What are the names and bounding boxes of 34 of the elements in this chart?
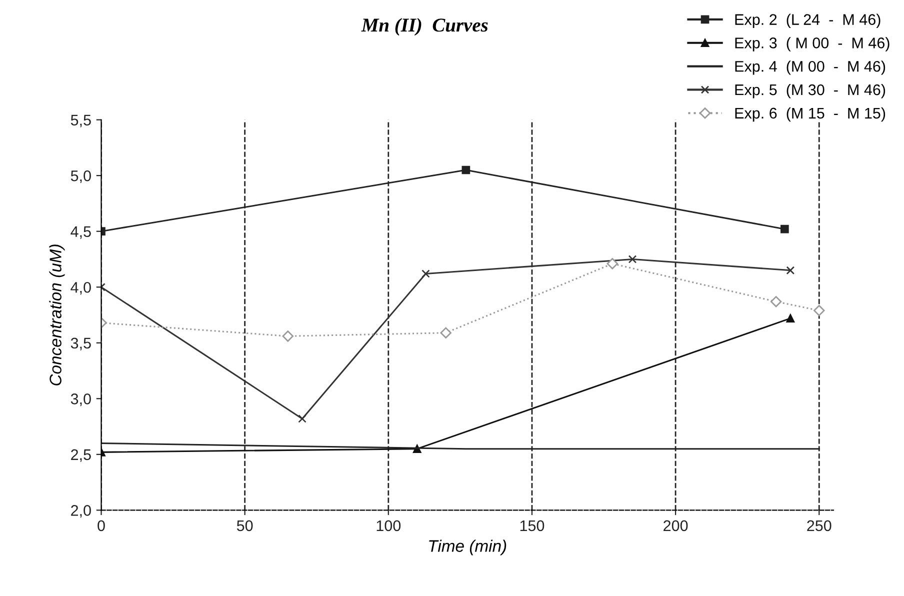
- point: [282, 330, 294, 342]
- legend-label: Exp. 6 (M 15 - M 15): [735, 107, 886, 122]
- x-tick-label: 150: [520, 520, 544, 532]
- x-tick-label: 250: [807, 520, 832, 532]
- y-tick-label: 2,5: [71, 449, 91, 462]
- point: [440, 327, 452, 338]
- x-tick-label: 0: [98, 520, 105, 532]
- legend-label: Exp. 5 (M 30 - M 46): [735, 84, 886, 98]
- y-axis-title: Concentration (uM): [49, 244, 65, 386]
- y-tick-label: 5,0: [70, 170, 91, 184]
- point: [462, 166, 470, 174]
- point: [786, 314, 795, 322]
- legend-label: Exp. 3 ( M 00 - M 46): [735, 37, 890, 52]
- point: [786, 266, 795, 275]
- y-tick-label: 4,5: [70, 226, 91, 239]
- point: [422, 270, 430, 278]
- x-axis-title: Time (min): [429, 540, 506, 556]
- x-tick-label: 200: [664, 520, 688, 532]
- point: [770, 296, 782, 308]
- point: [814, 304, 825, 316]
- x-tick-label: 50: [236, 520, 253, 532]
- y-tick-label: 2,0: [71, 505, 91, 518]
- y-tick-label: 4,0: [70, 282, 91, 295]
- point: [606, 258, 618, 270]
- point: [628, 255, 637, 264]
- point: [298, 414, 306, 423]
- point: [780, 224, 789, 234]
- y-tick-label: 3,5: [70, 338, 91, 350]
- y-tick-label: 5,5: [70, 114, 91, 128]
- legend-label: Exp. 4 (M 00 - M 46): [735, 60, 886, 75]
- chart-title: Mn (II) Curves: [361, 18, 488, 36]
- x-tick-label: 100: [376, 520, 401, 532]
- legend-label: Exp. 2 (L 24 - M 46): [735, 14, 880, 28]
- y-tick-label: 3,0: [70, 394, 91, 406]
